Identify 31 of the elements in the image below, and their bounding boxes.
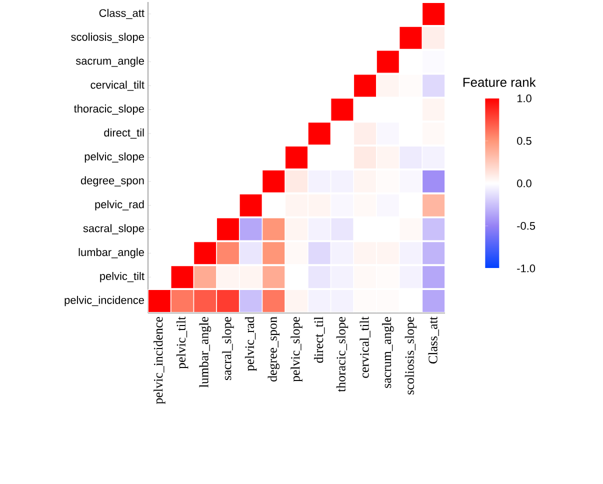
y-tick-label: sacral_slope [83,224,144,234]
x-tick-label: Class_att [428,316,439,364]
y-tick-label: cervical_tilt [90,80,144,91]
x-tick-label: lumbar_angle [199,316,212,388]
x-tick-label: pelvic_rad [244,316,257,371]
y-tick-label: scoliosis_slope [71,32,144,43]
color-bar-label: -1.0 [517,264,536,272]
y-tick-label: pelvic_slope [84,152,144,163]
x-tick-label: cervical_tilt [360,316,370,378]
x-tick-label: sacrum_angle [382,316,394,388]
color-bar-label: 1.0 [517,94,532,102]
y-tick-label: pelvic_rad [95,200,144,210]
x-tick-label: degree_spon [268,316,280,382]
y-tick-label: direct_til [104,128,144,139]
x-tick-label: pelvic_tilt [176,316,188,369]
x-tick-label: pelvic_slope [290,316,302,382]
y-tick-label: sacrum_angle [76,56,144,67]
color-bar-title: Feature rank [463,77,536,87]
y-tick-label: pelvic_tilt [100,272,144,282]
y-tick-label: pelvic_incidence [64,296,144,306]
x-tick-label: direct_til [314,316,325,363]
x-tick-label: sacral_slope [222,316,234,380]
y-tick-label: thoracic_slope [74,104,144,115]
color-bar-label: 0.5 [517,137,532,145]
y-tick-label: Class_att [99,8,144,19]
y-tick-label: lumbar_angle [78,248,144,258]
color-bar-label: 0.0 [517,180,532,188]
color-bar-label: -0.5 [517,222,536,230]
x-tick-label: scoliosis_slope [404,316,417,394]
x-tick-label: thoracic_slope [336,316,348,392]
y-tick-label: degree_spon [80,176,144,187]
